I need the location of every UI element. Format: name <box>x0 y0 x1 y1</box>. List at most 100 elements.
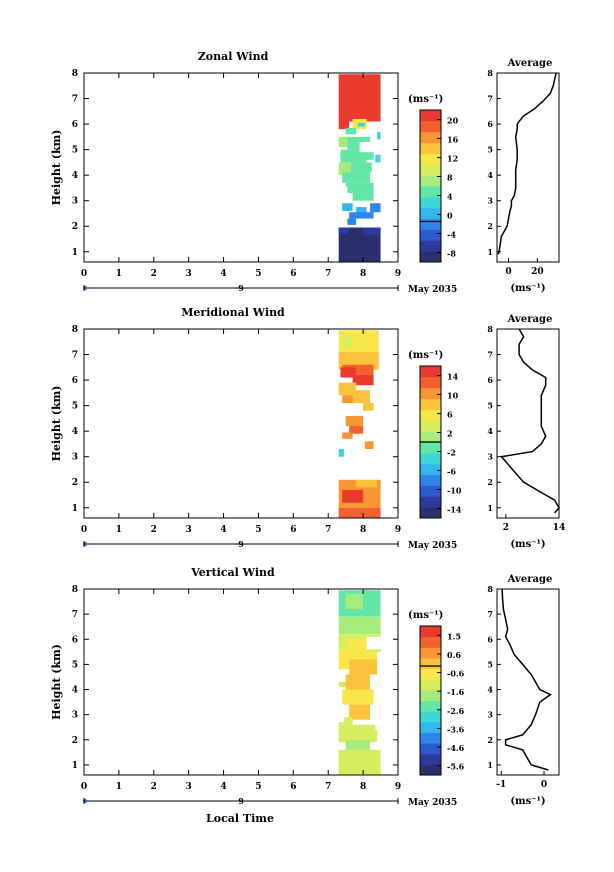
colorbar-segment <box>420 409 441 421</box>
colorbar-label: -14 <box>447 505 462 515</box>
y-tick-label: 6 <box>72 120 78 130</box>
heatmap-cell <box>363 227 381 236</box>
colorbar-segment <box>420 387 441 400</box>
avg-y-tick-label: 4 <box>487 685 493 695</box>
heatmap-cell <box>345 639 367 650</box>
colorbar-segment <box>420 131 441 144</box>
y-tick-label: 5 <box>72 660 78 670</box>
x-tick-label: 4 <box>220 269 226 279</box>
heatmap-cell <box>343 218 357 225</box>
colorbar-segment <box>420 507 441 519</box>
avg-x-label: (ms⁻¹) <box>510 539 545 550</box>
x-tick-label: 9 <box>395 782 401 792</box>
day-tick-label: 9 <box>238 796 244 806</box>
colorbar-segment <box>420 196 441 209</box>
colorbar-segment <box>420 721 441 733</box>
x-tick-label: 9 <box>395 525 401 535</box>
heatmap-cell <box>350 162 372 173</box>
colorbar-segment <box>420 431 441 443</box>
heatmap-cell <box>340 149 367 163</box>
x-tick-label: 3 <box>186 782 192 792</box>
x-tick-label: 6 <box>290 525 296 535</box>
heatmap-cell <box>338 749 381 775</box>
colorbar-segment <box>420 142 441 154</box>
colorbar-label: -2.6 <box>447 706 465 716</box>
x-tick-label: 8 <box>360 269 366 279</box>
date-label: May 2035 <box>408 798 457 808</box>
heatmap-cell <box>356 479 378 488</box>
x-tick-label: 2 <box>151 782 157 792</box>
colorbar-segment <box>420 366 441 378</box>
colorbar-unit: (ms⁻¹) <box>408 610 443 621</box>
colorbar-segment <box>420 711 441 723</box>
x-tick-label: 8 <box>360 782 366 792</box>
colorbar-segment <box>420 474 441 486</box>
colorbar-segment <box>420 452 441 465</box>
colorbar-segment <box>420 700 441 712</box>
colorbar-segment <box>420 668 441 680</box>
colorbar-segment <box>420 186 441 198</box>
colorbar-label: 4 <box>447 192 453 202</box>
x-tick-label: 7 <box>325 525 331 535</box>
colorbar-segment <box>420 485 441 497</box>
heatmap-cells <box>338 74 381 262</box>
heatmap-cells <box>338 330 381 518</box>
heatmap-cell <box>357 122 365 127</box>
y-tick-label: 3 <box>72 197 78 207</box>
heatmap-cell <box>349 704 371 720</box>
heatmap-cell <box>349 212 374 219</box>
data-gap <box>373 218 381 227</box>
colorbar-label: 20 <box>447 116 459 126</box>
data-gap <box>359 141 376 153</box>
colorbar-segment <box>420 164 441 176</box>
colorbar-label: -3.6 <box>447 724 465 734</box>
data-gap <box>364 420 381 437</box>
data-gap <box>366 636 381 650</box>
average-profile-line <box>499 328 560 514</box>
x-tick-label: 4 <box>220 782 226 792</box>
heatmap-cell <box>342 489 364 503</box>
colorbar-unit: (ms⁻¹) <box>408 350 443 361</box>
colorbar-segment <box>420 657 441 670</box>
x-tick-label: 3 <box>186 525 192 535</box>
heatmap-cell <box>342 172 371 183</box>
avg-x-tick-label: 2 <box>503 523 509 533</box>
y-tick-label: 7 <box>72 610 78 620</box>
avg-y-tick-label: 3 <box>487 452 493 462</box>
data-gap <box>338 186 348 196</box>
x-tick-label: 5 <box>255 525 261 535</box>
heatmap-cell <box>345 415 364 427</box>
y-tick-label: 4 <box>72 171 78 181</box>
colorbar-segment <box>420 229 441 241</box>
average-frame <box>496 328 560 519</box>
avg-y-tick-label: 2 <box>487 735 493 745</box>
x-tick-label: 3 <box>186 269 192 279</box>
colorbar-label: -6 <box>447 467 456 477</box>
data-gap <box>375 722 381 730</box>
colorbar-label: -8 <box>447 249 456 259</box>
avg-y-tick-label: 3 <box>487 196 493 206</box>
heatmap-cell <box>338 507 381 518</box>
colorbar-label: 0 <box>447 211 453 221</box>
heatmap-cell <box>338 74 381 122</box>
heatmap-cell <box>345 127 357 135</box>
average-frame <box>496 72 560 263</box>
colorbar-label: 6 <box>447 410 453 420</box>
colorbar-segment <box>420 207 441 220</box>
avg-x-tick-label: 0 <box>505 267 511 277</box>
avg-x-tick-label: -1 <box>496 780 506 790</box>
y-tick-label: 2 <box>72 478 78 488</box>
x-tick-label: 2 <box>151 525 157 535</box>
y-tick-label: 1 <box>72 248 78 258</box>
colorbar-label: 16 <box>447 135 459 145</box>
y-tick-label: 4 <box>72 686 78 696</box>
average-profile-line <box>497 72 557 255</box>
avg-x-tick-label: 20 <box>531 267 544 277</box>
y-tick-label: 7 <box>72 95 78 105</box>
heatmap-cell <box>340 367 357 378</box>
colorbar-label: -5.6 <box>447 762 465 772</box>
heatmap-cell <box>338 717 353 725</box>
colorbar-segment <box>420 753 441 765</box>
colorbar-label: -10 <box>447 486 462 496</box>
y-tick-label: 5 <box>72 402 78 412</box>
